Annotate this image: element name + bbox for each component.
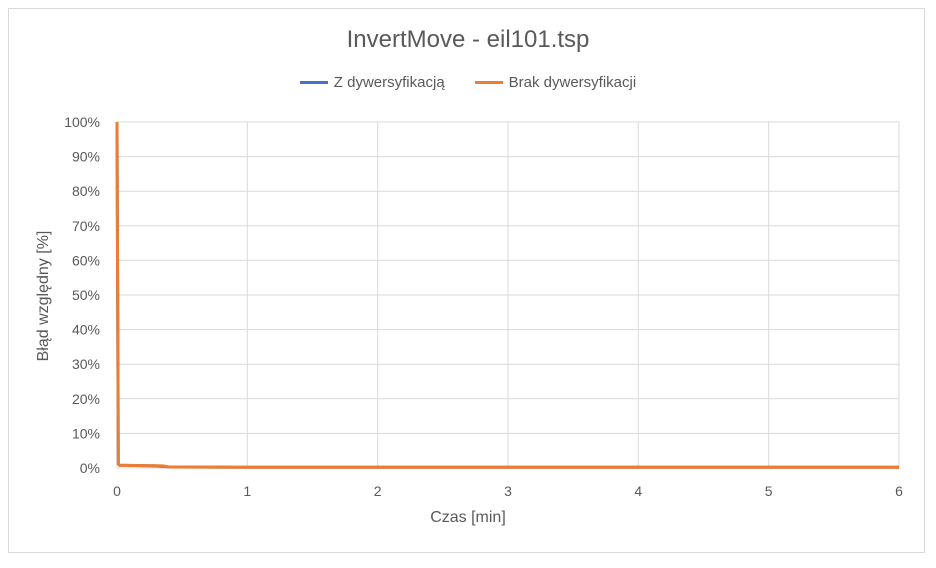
legend: Z dywersyfikacją Brak dywersyfikacji: [0, 74, 936, 91]
x-axis-label: Czas [min]: [430, 509, 506, 526]
y-tick-label: 30%: [72, 356, 100, 372]
x-tick-label: 1: [243, 483, 251, 499]
chart-area: [8, 8, 925, 553]
x-tick-label: 4: [634, 483, 642, 499]
legend-swatch-series-1: [299, 81, 328, 84]
legend-item-series-1: Z dywersyfikacją: [299, 74, 445, 91]
x-tick-label: 3: [504, 483, 512, 499]
y-tick-label: 100%: [64, 114, 100, 130]
y-tick-label: 60%: [72, 252, 100, 268]
x-tick-label: 0: [113, 483, 121, 499]
y-tick-label: 10%: [72, 425, 100, 441]
legend-item-series-2: Brak dywersyfikacji: [474, 74, 637, 91]
y-tick-label: 90%: [72, 149, 100, 165]
x-tick-label: 2: [374, 483, 382, 499]
legend-swatch-series-2: [474, 81, 503, 84]
x-tick-label: 5: [765, 483, 773, 499]
legend-label-series-1: Z dywersyfikacją: [333, 74, 445, 91]
y-tick-label: 70%: [72, 218, 100, 234]
y-tick-label: 50%: [72, 287, 100, 303]
x-tick-label: 6: [895, 483, 903, 499]
series-line-2: [115, 121, 899, 469]
legend-label-series-2: Brak dywersyfikacji: [508, 74, 637, 91]
chart-title: InvertMove - eil101.tsp: [346, 26, 590, 53]
y-tick-label: 20%: [72, 391, 100, 407]
y-tick-label: 0%: [80, 460, 100, 476]
y-tick-label: 40%: [72, 322, 100, 338]
y-tick-label: 80%: [72, 183, 100, 199]
